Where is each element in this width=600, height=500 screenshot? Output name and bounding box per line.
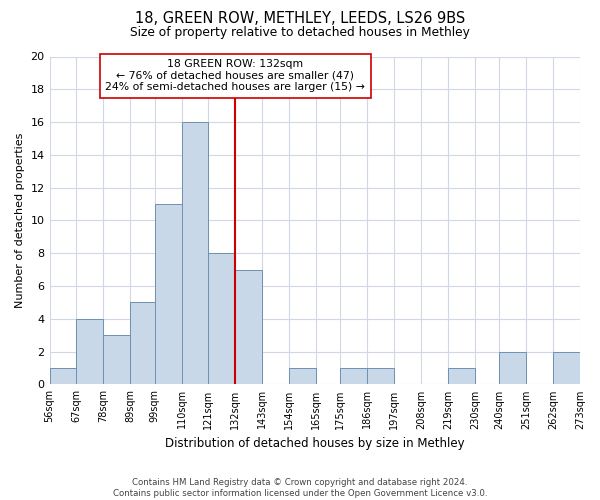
Bar: [553, 352, 580, 384]
Bar: [50, 368, 76, 384]
Text: 18 GREEN ROW: 132sqm
← 76% of detached houses are smaller (47)
24% of semi-detac: 18 GREEN ROW: 132sqm ← 76% of detached h…: [106, 59, 365, 92]
Text: Contains HM Land Registry data © Crown copyright and database right 2024.
Contai: Contains HM Land Registry data © Crown c…: [113, 478, 487, 498]
Bar: [340, 368, 367, 384]
X-axis label: Distribution of detached houses by size in Methley: Distribution of detached houses by size …: [165, 437, 464, 450]
Bar: [235, 270, 262, 384]
Bar: [499, 352, 526, 384]
Bar: [289, 368, 316, 384]
Bar: [182, 122, 208, 384]
Bar: [208, 254, 235, 384]
Bar: [367, 368, 394, 384]
Y-axis label: Number of detached properties: Number of detached properties: [15, 133, 25, 308]
Text: 18, GREEN ROW, METHLEY, LEEDS, LS26 9BS: 18, GREEN ROW, METHLEY, LEEDS, LS26 9BS: [135, 11, 465, 26]
Bar: [76, 319, 103, 384]
Bar: [155, 204, 182, 384]
Bar: [130, 302, 155, 384]
Text: Size of property relative to detached houses in Methley: Size of property relative to detached ho…: [130, 26, 470, 39]
Bar: [103, 335, 130, 384]
Bar: [448, 368, 475, 384]
